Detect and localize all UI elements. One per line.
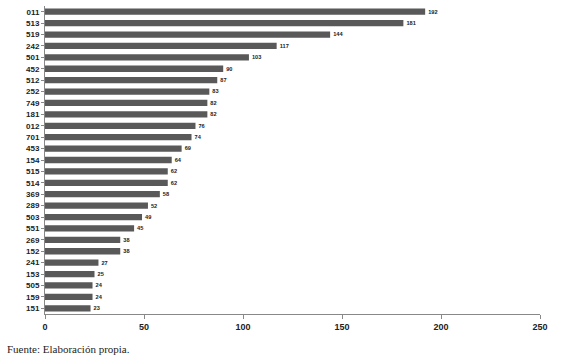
svg-text:62: 62 xyxy=(171,168,177,174)
svg-text:87: 87 xyxy=(220,77,226,83)
svg-text:49: 49 xyxy=(145,214,151,220)
svg-text:24: 24 xyxy=(96,294,103,300)
svg-text:513: 513 xyxy=(26,19,40,28)
svg-text:152: 152 xyxy=(26,247,40,256)
svg-text:38: 38 xyxy=(123,237,129,243)
svg-text:45: 45 xyxy=(137,225,143,231)
svg-text:011: 011 xyxy=(26,8,39,17)
svg-text:252: 252 xyxy=(26,87,40,96)
svg-text:58: 58 xyxy=(163,191,169,197)
svg-text:515: 515 xyxy=(26,167,40,176)
svg-text:012: 012 xyxy=(26,122,40,131)
svg-text:453: 453 xyxy=(26,144,40,153)
svg-text:25: 25 xyxy=(98,271,104,277)
svg-text:181: 181 xyxy=(406,20,415,26)
svg-text:701: 701 xyxy=(26,133,40,142)
svg-text:144: 144 xyxy=(333,31,343,37)
svg-text:749: 749 xyxy=(26,99,40,108)
svg-text:50: 50 xyxy=(139,322,149,332)
svg-text:503: 503 xyxy=(26,213,40,222)
svg-text:151: 151 xyxy=(26,304,40,313)
svg-text:76: 76 xyxy=(198,123,204,129)
svg-text:241: 241 xyxy=(26,258,40,267)
svg-text:514: 514 xyxy=(26,179,40,188)
svg-text:242: 242 xyxy=(26,42,40,51)
svg-text:269: 269 xyxy=(26,236,40,245)
svg-text:24: 24 xyxy=(96,282,103,288)
svg-text:52: 52 xyxy=(151,203,157,209)
svg-text:181: 181 xyxy=(26,110,40,119)
svg-text:27: 27 xyxy=(101,260,107,266)
svg-text:200: 200 xyxy=(433,322,448,332)
svg-text:153: 153 xyxy=(26,270,40,279)
svg-text:512: 512 xyxy=(26,76,40,85)
svg-text:64: 64 xyxy=(175,157,182,163)
svg-text:62: 62 xyxy=(171,180,177,186)
svg-text:100: 100 xyxy=(235,322,250,332)
svg-text:551: 551 xyxy=(26,224,40,233)
svg-text:192: 192 xyxy=(428,9,437,15)
svg-text:38: 38 xyxy=(123,248,129,254)
svg-text:90: 90 xyxy=(226,66,232,72)
svg-text:117: 117 xyxy=(280,43,289,49)
svg-text:82: 82 xyxy=(210,111,216,117)
svg-text:519: 519 xyxy=(26,30,40,39)
svg-text:289: 289 xyxy=(26,201,40,210)
svg-text:0: 0 xyxy=(42,322,47,332)
svg-text:369: 369 xyxy=(26,190,40,199)
svg-text:23: 23 xyxy=(94,305,100,311)
svg-text:505: 505 xyxy=(26,281,40,290)
svg-text:154: 154 xyxy=(26,156,40,165)
svg-text:74: 74 xyxy=(195,134,202,140)
svg-text:150: 150 xyxy=(334,322,349,332)
svg-text:501: 501 xyxy=(26,53,40,62)
svg-text:69: 69 xyxy=(185,145,191,151)
svg-text:159: 159 xyxy=(26,293,40,302)
svg-text:Fuente: Elaboración propia.: Fuente: Elaboración propia. xyxy=(7,343,130,355)
svg-text:83: 83 xyxy=(212,88,218,94)
svg-text:452: 452 xyxy=(26,65,40,74)
svg-text:103: 103 xyxy=(252,54,261,60)
svg-text:250: 250 xyxy=(532,322,547,332)
svg-text:82: 82 xyxy=(210,100,216,106)
